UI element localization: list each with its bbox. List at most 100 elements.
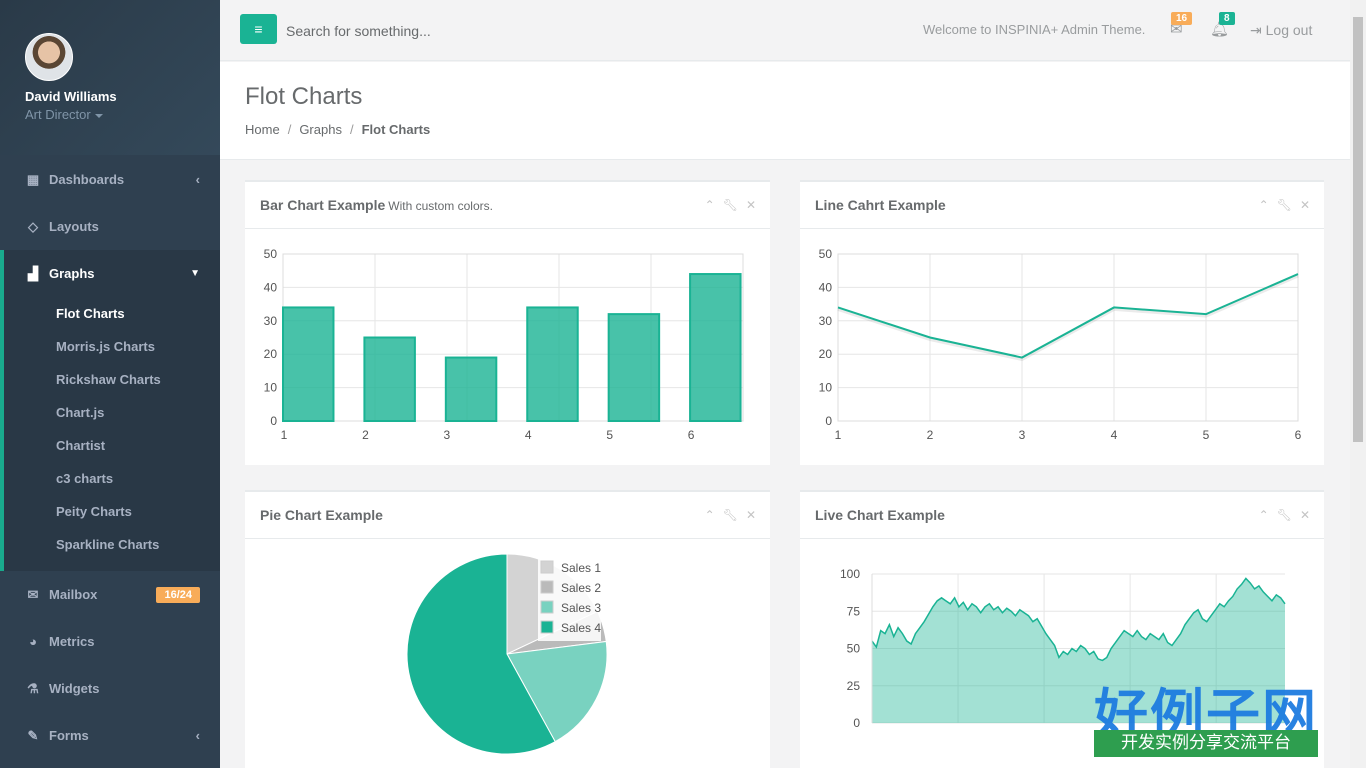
chevron-left-icon: ‹	[195, 172, 200, 187]
chevron-left-icon: ‹	[195, 728, 200, 743]
avatar[interactable]	[25, 33, 73, 81]
bar-chart-panel: Bar Chart Example With custom colors. ⌃ 🔧︎…	[245, 180, 770, 465]
panel-tools: ⌃ 🔧︎ ✕	[1251, 198, 1310, 212]
wrench-icon[interactable]: 🔧︎	[722, 198, 738, 212]
menu-toggle-button[interactable]: ≡	[240, 14, 277, 44]
bell-icon[interactable]: 🔔︎	[1210, 21, 1230, 38]
close-icon[interactable]: ✕	[745, 508, 756, 522]
pie-slice	[406, 553, 556, 755]
sidebar-item-label: Metrics	[49, 634, 95, 649]
close-icon[interactable]: ✕	[1299, 198, 1310, 212]
mailbox-badge: 16/24	[156, 586, 200, 603]
sidebar-item-label: Mailbox	[49, 587, 98, 602]
sidebar-item-label: Forms	[49, 728, 89, 743]
plot-border	[282, 253, 744, 422]
panel-subtitle: With custom colors.	[388, 199, 493, 213]
wrench-icon[interactable]: 🔧︎	[1276, 508, 1292, 522]
breadcrumb-home[interactable]: Home	[245, 122, 280, 137]
collapse-icon[interactable]: ⌃	[704, 198, 715, 212]
bar	[282, 306, 335, 422]
sidebar-item-label: Layouts	[49, 219, 99, 234]
submenu-item-c3-charts[interactable]: c3 charts	[56, 471, 114, 486]
panel-title: Live Chart Example	[815, 507, 945, 523]
pie-chart: Sales 1 Sales 2 Sales 3 Sales 4	[406, 553, 608, 755]
live-chart: 0 25 50 75 100	[840, 567, 1286, 730]
logout-label: Log out	[1265, 22, 1313, 38]
breadcrumb-current: Flot Charts	[361, 122, 431, 137]
flask-icon: ⚗	[27, 680, 39, 696]
submenu-item-sparkline-charts[interactable]: Sparkline Charts	[56, 537, 160, 552]
wrench-icon[interactable]: 🔧︎	[1276, 198, 1292, 212]
panel-header: Line Cahrt Example ⌃ 🔧︎ ✕	[800, 182, 1324, 229]
line-chart: 0 10 20 30 40 50 1 2 3 4 5 6	[819, 247, 1302, 442]
envelope-icon[interactable]: ✉	[1170, 21, 1183, 38]
x-tick-label: 1	[835, 428, 842, 442]
page-scrollbar[interactable]	[1350, 0, 1366, 768]
sidebar-item-label: Widgets	[49, 681, 100, 696]
y-tick-label: 0	[825, 414, 832, 428]
live-chart-panel: Live Chart Example ⌃ 🔧︎ ✕ 0 25 50 75 100	[800, 490, 1324, 768]
profile-name[interactable]: David Williams	[25, 89, 117, 104]
breadcrumb-separator: /	[287, 122, 292, 137]
pie-slice	[506, 640, 608, 743]
panel-tools: ⌃ 🔧︎ ✕	[697, 508, 756, 522]
envelope-icon: ✉	[27, 586, 39, 602]
panel-tools: ⌃ 🔧︎ ✕	[1251, 508, 1310, 522]
caret-down-icon	[94, 113, 103, 118]
th-large-icon: ▦	[26, 171, 40, 187]
y-tick-label: 100	[840, 567, 860, 581]
panel-title: Line Cahrt Example	[815, 197, 946, 213]
series-shadow	[837, 274, 1299, 362]
profile-role-dropdown[interactable]: Art Director	[25, 107, 195, 122]
scrollbar-thumb[interactable]	[1353, 17, 1363, 442]
search-input[interactable]	[286, 18, 586, 44]
sidebar-item-forms[interactable]: ✎ Forms ‹	[0, 712, 220, 759]
pie-chart-panel: Pie Chart Example ⌃ 🔧︎ ✕ Sales 1 Sales 2 Sal…	[245, 490, 770, 768]
y-tick-label: 20	[264, 347, 278, 361]
legend-label: Sales 4	[561, 621, 601, 635]
collapse-icon[interactable]: ⌃	[704, 508, 715, 522]
welcome-message: Welcome to INSPINIA+ Admin Theme.	[923, 22, 1146, 37]
submenu-item-flot-charts[interactable]: Flot Charts	[56, 306, 125, 321]
submenu-item-chartist[interactable]: Chartist	[56, 438, 106, 453]
breadcrumb-graphs[interactable]: Graphs	[299, 122, 342, 137]
legend-swatch	[540, 560, 554, 574]
y-tick-label: 20	[819, 347, 833, 361]
logout-link[interactable]: ⇥ Log out	[1250, 22, 1312, 39]
bar	[363, 336, 416, 422]
x-tick-label: 3	[1019, 428, 1026, 442]
collapse-icon[interactable]: ⌃	[1258, 198, 1269, 212]
breadcrumb-separator: /	[349, 122, 354, 137]
close-icon[interactable]: ✕	[745, 198, 756, 212]
profile-role: Art Director	[25, 107, 91, 122]
sidebar-item-graphs[interactable]: ▟ Graphs ▼	[4, 250, 220, 297]
x-tick-label: 4	[525, 428, 532, 442]
submenu-item-peity-charts[interactable]: Peity Charts	[56, 504, 132, 519]
messages-count-badge: 16	[1171, 12, 1193, 25]
series-line	[871, 577, 1286, 662]
sidebar-item-metrics[interactable]: ◕ Metrics	[0, 618, 220, 665]
y-tick-label: 0	[853, 716, 860, 730]
x-tick-label: 2	[362, 428, 369, 442]
sidebar-item-dashboards[interactable]: ▦ Dashboards ‹	[0, 156, 220, 203]
wrench-icon[interactable]: 🔧︎	[722, 508, 738, 522]
sidebar-item-label: Graphs	[49, 266, 95, 281]
submenu-item-morris-charts[interactable]: Morris.js Charts	[56, 339, 155, 354]
legend-label: Sales 1	[561, 561, 601, 575]
y-tick-label: 50	[819, 247, 833, 261]
sidebar: David Williams Art Director ▦ Dashboards…	[0, 0, 220, 768]
sidebar-item-mailbox[interactable]: ✉ Mailbox 16/24	[0, 571, 220, 618]
submenu-item-chartjs[interactable]: Chart.js	[56, 405, 105, 420]
y-tick-label: 10	[264, 381, 278, 395]
top-navbar: ≡ Welcome to INSPINIA+ Admin Theme. ✉ 16…	[220, 0, 1350, 61]
diamond-icon: ◇	[28, 218, 38, 234]
collapse-icon[interactable]: ⌃	[1258, 508, 1269, 522]
y-tick-label: 50	[264, 247, 278, 261]
bars-icon: ≡	[254, 21, 263, 37]
y-tick-label: 50	[847, 642, 861, 656]
sidebar-item-layouts[interactable]: ◇ Layouts	[0, 203, 220, 250]
y-tick-label: 40	[819, 280, 833, 294]
submenu-item-rickshaw-charts[interactable]: Rickshaw Charts	[56, 372, 161, 387]
sidebar-item-widgets[interactable]: ⚗ Widgets	[0, 665, 220, 712]
close-icon[interactable]: ✕	[1299, 508, 1310, 522]
